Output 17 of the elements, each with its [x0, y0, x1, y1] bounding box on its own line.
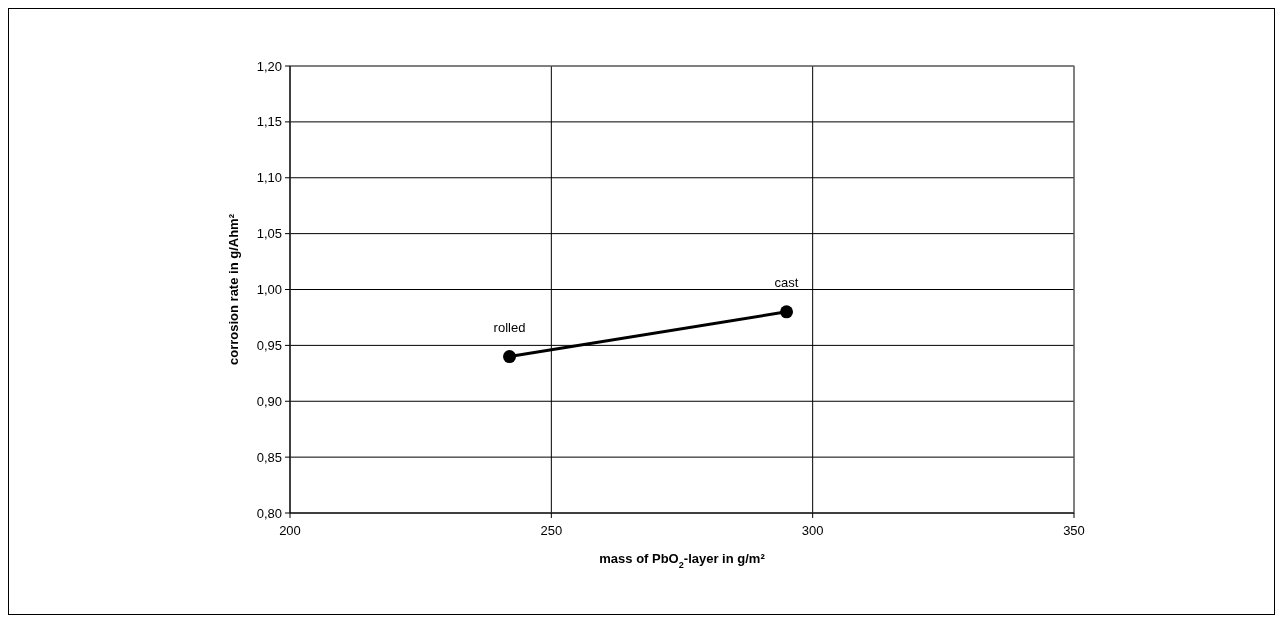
y-tick-label: 1,00 — [256, 282, 282, 297]
y-tick-label: 0,85 — [256, 449, 282, 465]
y-tick-label: 0,95 — [256, 337, 282, 353]
x-tick-label: 200 — [279, 523, 301, 538]
y-tick-label: 1,15 — [256, 114, 282, 130]
x-tick-label: 300 — [801, 523, 824, 538]
annotation: rolled — [493, 319, 526, 335]
y-tick-label: 1,05 — [256, 226, 282, 242]
annotation: cast — [774, 274, 799, 290]
y-tick-label: 0,90 — [256, 393, 282, 409]
y-tick-label: 1,10 — [256, 170, 282, 186]
x-axis-title: mass of PbO$_{2}$-layer in g/m² — [599, 551, 766, 570]
y-axis-title: corrosion rate in g/Ahm² — [226, 213, 241, 365]
x-tick-label: 350 — [1063, 523, 1085, 538]
y-tick-label: 1,20 — [256, 58, 282, 74]
x-tick-label: 250 — [540, 523, 563, 538]
y-tick-label: 0,80 — [256, 505, 282, 521]
